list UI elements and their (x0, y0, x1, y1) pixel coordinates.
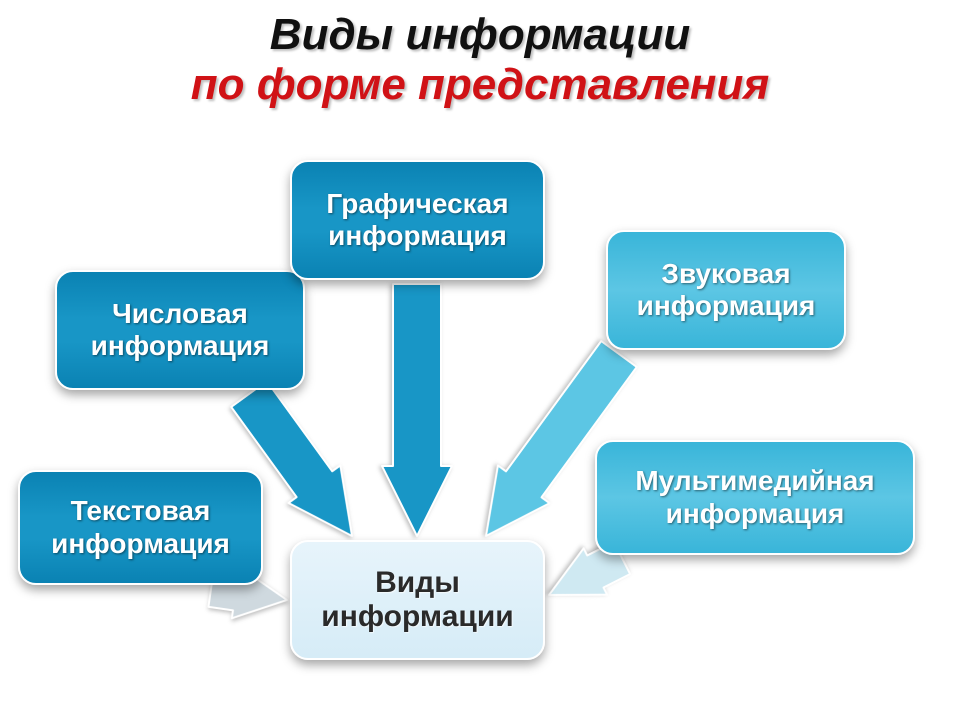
title-line1: Виды информации (0, 10, 960, 60)
node-label: Мультимедийная информация (635, 465, 874, 529)
title-line2: по форме представления (0, 60, 960, 110)
node-center-label: Виды информации (321, 566, 513, 635)
node-multi: Мультимедийная информация (595, 440, 915, 555)
node-label: Текстовая информация (51, 495, 230, 559)
node-label: Звуковая информация (637, 258, 816, 322)
node-num: Числовая информация (55, 270, 305, 390)
title: Виды информации по форме представления (0, 10, 960, 110)
node-text: Текстовая информация (18, 470, 263, 585)
node-label: Числовая информация (91, 298, 270, 362)
node-sound: Звуковая информация (606, 230, 846, 350)
node-graphic: Графическая информация (290, 160, 545, 280)
node-label: Графическая информация (326, 188, 508, 252)
node-center: Виды информации (290, 540, 545, 660)
arrow-graphic (382, 284, 452, 536)
